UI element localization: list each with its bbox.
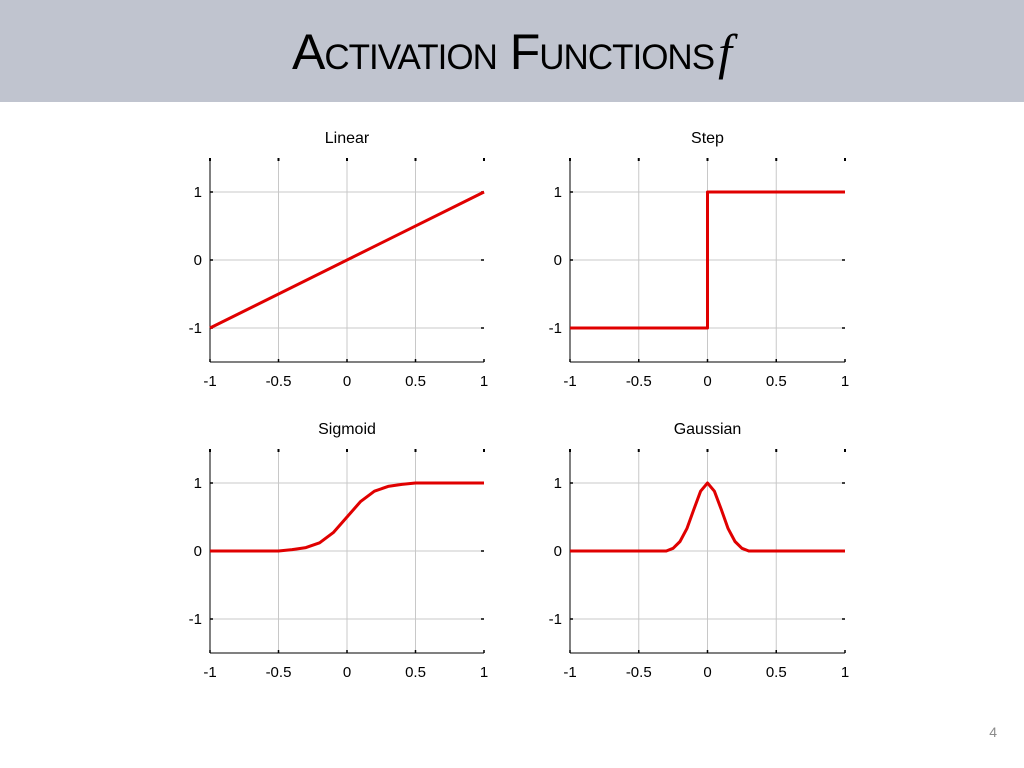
slide-title: Activation Functionsf: [0, 22, 1024, 82]
sigmoid-xtick-label: 1: [480, 664, 488, 681]
slide-title-symbol: f: [718, 24, 732, 80]
gaussian-title: Gaussian: [674, 421, 742, 438]
sigmoid-title: Sigmoid: [318, 421, 376, 438]
sigmoid-ytick-label: -1: [189, 611, 202, 628]
step-ytick-label: 0: [554, 252, 562, 269]
page-number: 4: [989, 724, 997, 740]
sigmoid-curve: [210, 481, 484, 553]
gaussian-xtick-label: 0.5: [766, 664, 787, 681]
step-xtick-label: -0.5: [626, 373, 652, 390]
linear-xtick-label: 0.5: [405, 373, 426, 390]
gaussian-xtick-label: 0: [703, 664, 711, 681]
linear-curve: [209, 190, 485, 330]
linear-ytick-label: -1: [189, 320, 202, 337]
sigmoid-xtick-label: -1: [203, 664, 216, 681]
linear-title: Linear: [325, 130, 370, 147]
sigmoid-plot: -1 -0.5 0 0.5 1 1 0 -1 Sigmoid: [189, 421, 489, 681]
linear-plot: -1 -0.5 0 0.5 1 1 0 -1 Linear: [189, 130, 489, 390]
gaussian-curve: [570, 481, 845, 553]
slide-title-text: Activation Functions: [292, 24, 715, 80]
step-xtick-label: 0: [703, 373, 711, 390]
sigmoid-xtick-label: 0: [343, 664, 351, 681]
step-plot: -1 -0.5 0 0.5 1 1 0 -1 Step: [549, 130, 850, 390]
step-xtick-label: 0.5: [766, 373, 787, 390]
title-bar: [0, 0, 1024, 102]
sigmoid-xtick-label: 0.5: [405, 664, 426, 681]
linear-xtick-label: 1: [480, 373, 488, 390]
gaussian-xtick-label: -1: [563, 664, 576, 681]
step-xtick-label: -1: [563, 373, 576, 390]
gaussian-xtick-label: -0.5: [626, 664, 652, 681]
step-ytick-label: -1: [549, 320, 562, 337]
gaussian-plot: -1 -0.5 0 0.5 1 1 0 -1 Gaussian: [549, 421, 850, 681]
step-xtick-label: 1: [841, 373, 849, 390]
sigmoid-xtick-label: -0.5: [266, 664, 292, 681]
gaussian-ytick-label: 1: [554, 475, 562, 492]
linear-ytick-label: 1: [194, 184, 202, 201]
step-ytick-label: 1: [554, 184, 562, 201]
linear-ytick-label: 0: [194, 252, 202, 269]
gaussian-ytick-label: 0: [554, 543, 562, 560]
step-title: Step: [691, 130, 724, 147]
sigmoid-ytick-label: 0: [194, 543, 202, 560]
linear-xtick-label: -1: [203, 373, 216, 390]
gaussian-ytick-label: -1: [549, 611, 562, 628]
step-curve: [570, 190, 845, 330]
linear-xtick-label: -0.5: [266, 373, 292, 390]
linear-xtick-label: 0: [343, 373, 351, 390]
sigmoid-ytick-label: 1: [194, 475, 202, 492]
gaussian-xtick-label: 1: [841, 664, 849, 681]
